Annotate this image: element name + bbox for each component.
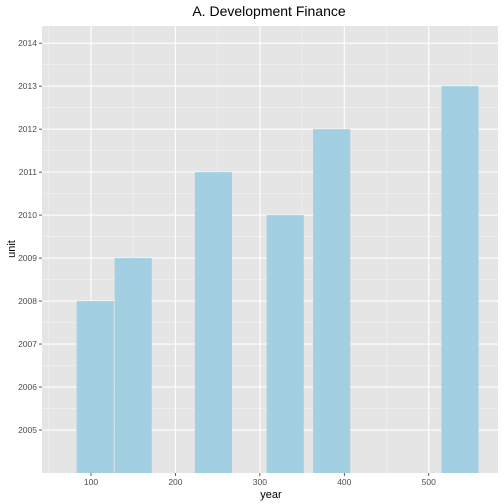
bar [195,172,232,473]
bar [77,301,114,473]
x-tick-label: 300 [253,477,267,487]
x-tick-label: 500 [422,477,436,487]
y-tick-label: 2013 [18,81,37,91]
x-tick-label: 200 [168,477,182,487]
chart-title: A. Development Finance [192,3,346,19]
x-axis: 100 200 300 400 500 [84,473,436,487]
bar [441,86,478,473]
bar [115,258,152,473]
y-tick-label: 2006 [18,382,37,392]
y-axis: 2005 2006 2007 2008 2009 2010 2011 2012 2013 2014 [18,38,42,435]
y-axis-title: unit [6,240,18,258]
x-axis-title: year [260,489,282,501]
x-tick-label: 100 [84,477,98,487]
bar [267,215,304,473]
y-tick-label: 2010 [18,210,37,220]
y-tick-label: 2014 [18,38,37,48]
y-tick-label: 2009 [18,253,37,263]
bar [313,129,350,473]
x-tick-label: 400 [337,477,351,487]
y-tick-label: 2005 [18,425,37,435]
y-tick-label: 2007 [18,339,37,349]
y-tick-label: 2012 [18,124,37,134]
y-tick-label: 2011 [19,167,38,177]
y-tick-label: 2008 [18,296,37,306]
